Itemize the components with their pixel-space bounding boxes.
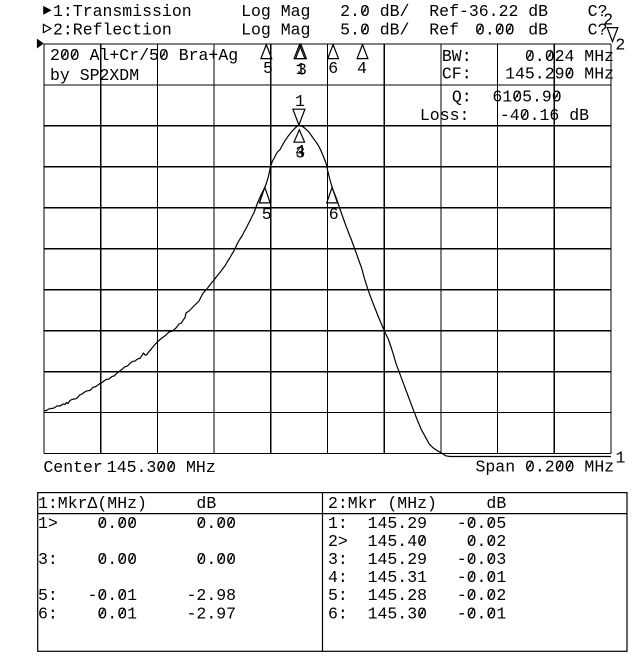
svg-text:Center: Center — [43, 458, 102, 477]
svg-text:6: 6 — [328, 59, 338, 78]
svg-text:CF:: CF: — [442, 64, 472, 83]
svg-text:3: 0.00 0.00: 3: 0.00 0.00 — [38, 550, 236, 569]
svg-text:145.300 MHz: 145.300 MHz — [107, 458, 216, 477]
svg-text:BW:: BW: — [442, 47, 472, 66]
svg-text:5: -0.01 -2.98: 5: -0.01 -2.98 — [38, 586, 236, 605]
svg-text:145.290 MHz: 145.290 MHz — [505, 64, 614, 83]
svg-text:1> 0.00 0.00: 1> 0.00 0.00 — [38, 514, 236, 533]
svg-text:by SP2XDM: by SP2XDM — [50, 66, 139, 85]
svg-text:6: 145.30 -0.01: 6: 145.30 -0.01 — [328, 604, 506, 623]
svg-text:2:Mkr (MHz) dB: 2:Mkr (MHz) dB — [328, 494, 506, 513]
svg-text:5: 5 — [263, 59, 273, 78]
svg-text:-40.16 dB: -40.16 dB — [500, 106, 589, 125]
svg-text:3: 3 — [297, 60, 307, 79]
svg-text:Q:: Q: — [452, 88, 472, 107]
svg-text:5: 145.28 -0.02: 5: 145.28 -0.02 — [328, 586, 506, 605]
svg-text:0.024 MHz: 0.024 MHz — [525, 47, 614, 66]
svg-text:5: 5 — [262, 205, 272, 224]
svg-text:2> 145.40 0.02: 2> 145.40 0.02 — [328, 532, 506, 551]
svg-text:6: 0.01 -2.97: 6: 0.01 -2.97 — [38, 604, 236, 623]
svg-text:200 Al+Cr/50 Bra+Ag: 200 Al+Cr/50 Bra+Ag — [50, 46, 238, 65]
svg-text:2: 2 — [603, 10, 613, 29]
svg-text:Loss:: Loss: — [420, 106, 470, 125]
svg-text:1: 1 — [616, 448, 626, 467]
svg-text:1:Transmission Log Mag 2: 1:Transmission Log Mag 2.0 dB/ Ref-36.22… — [53, 2, 608, 21]
svg-text:3: 145.29 -0.03: 3: 145.29 -0.03 — [328, 550, 506, 569]
svg-text:4: 4 — [357, 59, 367, 78]
svg-text:1: 1 — [296, 60, 306, 79]
svg-text:1:MkrΔ(MHz) dB: 1:MkrΔ(MHz) dB — [38, 494, 216, 513]
svg-text:2:Reflection Log Mag 5: 2:Reflection Log Mag 5.0 dB/ Ref dB C? — [53, 20, 608, 39]
svg-text:1: 1 — [295, 92, 305, 111]
svg-text:2: 2 — [615, 36, 625, 55]
svg-text:Span 0.200 MHz: Span 0.200 MHz — [476, 457, 615, 476]
svg-text:6: 6 — [329, 205, 339, 224]
svg-text:6105.90: 6105.90 — [492, 88, 561, 107]
svg-text:0.00: 0.00 — [475, 20, 515, 39]
svg-text:4: 4 — [295, 142, 305, 161]
svg-text:1: 145.29 -0.05: 1: 145.29 -0.05 — [328, 514, 506, 533]
svg-text:4: 145.31 -0.01: 4: 145.31 -0.01 — [328, 568, 506, 587]
svg-text:3: 3 — [295, 143, 305, 162]
